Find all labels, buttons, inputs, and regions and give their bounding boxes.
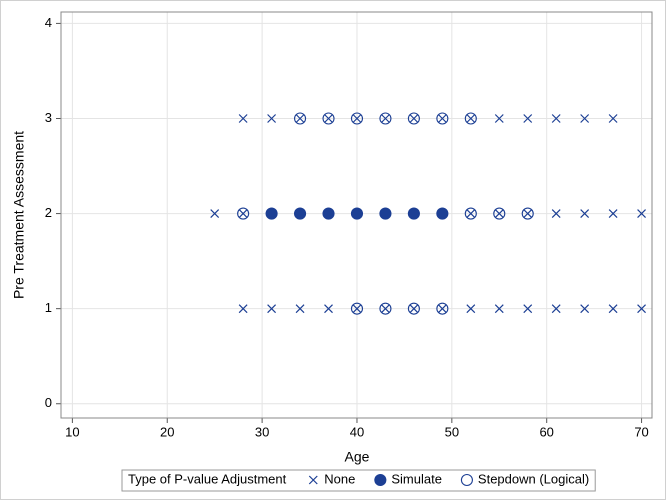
y-tick-label: 4 — [45, 15, 52, 30]
plot-frame — [60, 11, 653, 419]
point — [551, 209, 561, 218]
point — [294, 207, 307, 220]
point — [608, 209, 618, 218]
point — [409, 114, 419, 123]
legend-item: Stepdown (Logical) — [460, 471, 589, 487]
x-tick-label: 50 — [445, 424, 459, 439]
point — [350, 207, 364, 220]
point — [464, 207, 477, 220]
point — [322, 207, 335, 220]
point — [210, 209, 220, 218]
point — [295, 114, 305, 123]
point — [238, 304, 248, 314]
point — [551, 304, 561, 314]
x-axis-label: Age — [345, 449, 370, 465]
point — [267, 304, 277, 314]
point — [494, 304, 504, 314]
point — [352, 304, 362, 314]
point — [350, 112, 364, 125]
point — [637, 209, 646, 218]
legend-item: None — [308, 471, 355, 486]
x-tick-label: 20 — [160, 424, 174, 439]
point — [580, 304, 590, 314]
point — [551, 114, 561, 123]
x-tick-label: 60 — [539, 424, 553, 439]
point — [379, 207, 392, 220]
point — [436, 207, 449, 220]
point — [580, 209, 590, 218]
point — [523, 304, 533, 314]
legend-box — [121, 469, 596, 492]
legend-marker — [374, 473, 387, 487]
point — [521, 207, 534, 220]
legend-title: Type of P-value Adjustment — [128, 471, 287, 486]
point — [238, 114, 248, 123]
point — [466, 304, 476, 314]
point — [494, 114, 504, 123]
point — [324, 114, 333, 123]
point — [436, 112, 449, 125]
x-tick-label: 10 — [65, 424, 79, 439]
point — [294, 112, 307, 125]
point — [295, 304, 305, 314]
legend-label: None — [324, 471, 355, 486]
x-tick-label: 40 — [350, 424, 364, 439]
point — [381, 114, 390, 123]
point — [381, 304, 390, 314]
point — [608, 304, 618, 314]
legend-item: Simulate — [374, 471, 442, 487]
point — [466, 114, 476, 123]
point — [237, 207, 250, 220]
x-tick-label: 70 — [634, 424, 648, 439]
point — [265, 207, 278, 220]
legend-label: Simulate — [391, 471, 442, 486]
legend-marker — [308, 475, 318, 485]
point — [466, 209, 476, 218]
point — [437, 304, 447, 314]
point — [523, 209, 533, 218]
point — [350, 302, 364, 315]
point — [464, 112, 477, 125]
point — [238, 209, 248, 218]
legend-label: Stepdown (Logical) — [478, 471, 589, 486]
point — [437, 114, 447, 123]
legend-marker — [460, 473, 473, 487]
y-tick-label: 3 — [45, 110, 52, 125]
point — [407, 207, 420, 220]
point — [267, 114, 277, 123]
point — [407, 112, 420, 125]
point — [379, 112, 392, 125]
y-tick-label: 0 — [45, 395, 52, 410]
point — [523, 114, 533, 123]
point — [407, 302, 420, 315]
point — [324, 304, 333, 314]
point — [580, 114, 590, 123]
y-tick-label: 2 — [45, 205, 52, 220]
point — [637, 304, 646, 314]
point — [436, 302, 449, 315]
point — [352, 114, 362, 123]
point — [409, 304, 419, 314]
y-tick-label: 1 — [45, 300, 52, 315]
point — [608, 114, 618, 123]
x-tick-label: 30 — [255, 424, 269, 439]
point — [322, 112, 335, 125]
point — [379, 302, 392, 315]
point — [493, 207, 506, 220]
y-axis-label: Pre Treatment Assessment — [11, 131, 27, 299]
point — [494, 209, 504, 218]
